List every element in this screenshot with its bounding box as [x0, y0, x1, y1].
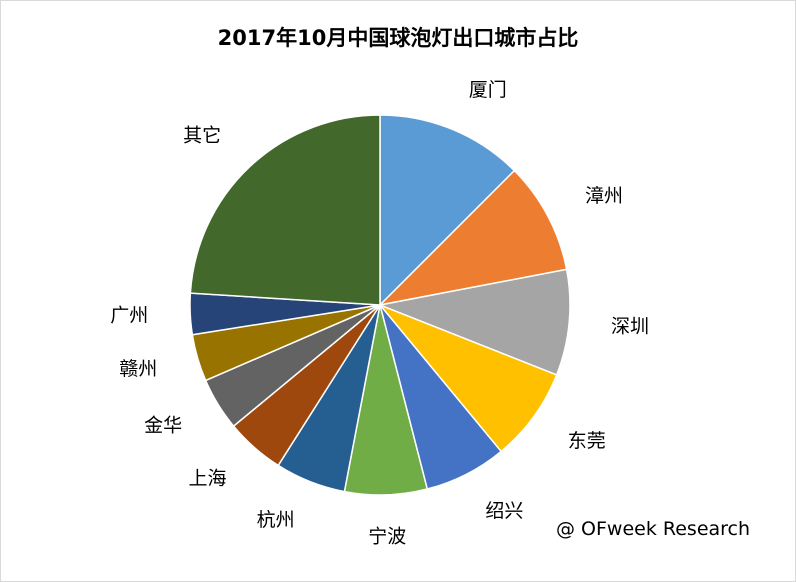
slice-label-1: 厦门 [469, 79, 507, 101]
pie-slice-12 [189, 114, 381, 306]
slice-label-4: 东莞 [568, 430, 606, 452]
slice-label-8: 上海 [189, 468, 227, 490]
source-watermark: @ OFweek Research [556, 518, 751, 540]
pie-slice-3 [377, 268, 571, 376]
pie-slices [189, 114, 571, 496]
slice-label-12: 其它 [183, 124, 221, 146]
pie-slice-2 [377, 169, 568, 307]
slice-label-11: 广州 [110, 304, 148, 326]
slice-label-10: 赣州 [119, 358, 157, 380]
slice-label-7: 杭州 [257, 509, 295, 531]
chart-title: 2017年10月中国球泡灯出口城市占比 [217, 26, 579, 50]
slice-label-3: 深圳 [611, 315, 649, 337]
slice-label-5: 绍兴 [485, 500, 523, 522]
slice-label-6: 宁波 [368, 525, 406, 547]
pie-slice-4 [379, 304, 558, 453]
slice-label-9: 金华 [144, 415, 182, 437]
slice-label-2: 漳州 [585, 185, 623, 207]
pie-slice-1 [379, 114, 516, 307]
